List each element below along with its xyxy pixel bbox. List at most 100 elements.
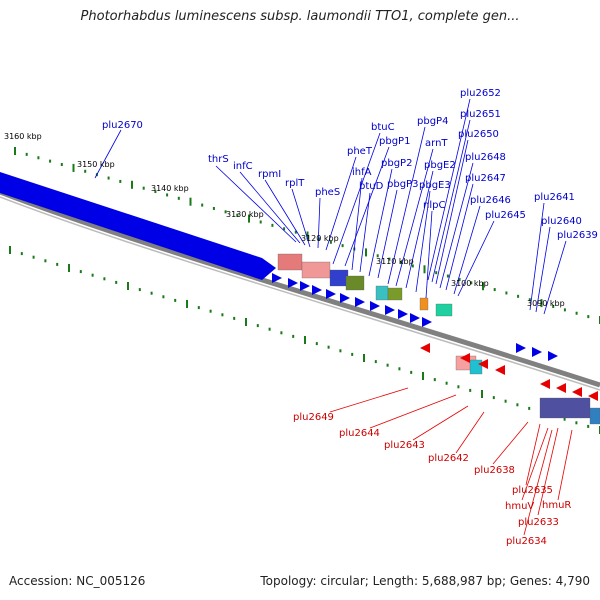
- reverse-gene-arrow: [572, 387, 582, 397]
- gene-label-plu2650[interactable]: plu2650: [458, 129, 499, 140]
- gene-label-thrS[interactable]: thrS: [208, 154, 229, 165]
- gene-label-plu2643[interactable]: plu2643: [384, 440, 425, 451]
- gene-label-pbgP1[interactable]: pbgP1: [379, 136, 410, 147]
- leader-line-forward: [291, 188, 311, 248]
- scale-tick: [115, 280, 118, 284]
- scale-tick: [197, 306, 200, 310]
- scale-tick: [186, 300, 188, 308]
- scale-label: 3160 kbp: [4, 132, 42, 141]
- scale-ticks: [9, 147, 600, 434]
- scale-label: 3150 kbp: [77, 160, 115, 169]
- gene-label-btuC[interactable]: btuC: [371, 122, 395, 133]
- gene-label-pbgP2[interactable]: pbgP2: [381, 158, 412, 169]
- gene-label-btuD[interactable]: btuD: [359, 181, 384, 192]
- leader-line-reverse: [521, 427, 549, 501]
- scale-tick: [14, 147, 16, 155]
- scale-tick: [315, 342, 318, 346]
- scale-tick: [482, 282, 484, 291]
- scale-tick: [318, 237, 321, 241]
- scale-label: 3130 kbp: [226, 210, 264, 219]
- gene-label-plu2634[interactable]: plu2634: [506, 536, 547, 547]
- gene-label-plu2670[interactable]: plu2670: [102, 120, 143, 131]
- gene-label-nlpC[interactable]: nlpC: [423, 200, 445, 211]
- leader-line-forward: [435, 139, 469, 285]
- gene-label-pheS[interactable]: pheS: [315, 187, 340, 198]
- gene-label-plu2646[interactable]: plu2646: [470, 195, 511, 206]
- scale-tick: [119, 179, 122, 183]
- scale-tick: [327, 345, 330, 349]
- leader-line-reverse: [369, 394, 457, 429]
- scale-label: 3140 kbp: [151, 184, 189, 193]
- scale-tick: [9, 246, 11, 254]
- gene-label-pbgE2[interactable]: pbgE2: [424, 160, 456, 171]
- scale-tick: [154, 190, 157, 194]
- scale-tick: [575, 421, 578, 425]
- leader-line-forward: [529, 202, 545, 311]
- leader-line-forward: [431, 119, 471, 283]
- gene-label-plu2639[interactable]: plu2639: [557, 230, 598, 241]
- genome-backbone: [0, 189, 600, 391]
- gene-label-pbgP4[interactable]: pbgP4: [417, 116, 448, 127]
- scale-tick: [504, 399, 507, 403]
- leader-line-reverse: [523, 429, 553, 536]
- scale-tick: [256, 324, 259, 328]
- scale-tick: [150, 291, 153, 295]
- scale-tick: [575, 311, 578, 315]
- scale-tick: [268, 327, 271, 331]
- scale-tick: [138, 288, 141, 292]
- scale-tick: [388, 257, 391, 261]
- gene-label-plu2648[interactable]: plu2648: [465, 152, 506, 163]
- scale-tick: [233, 316, 236, 320]
- scale-tick: [245, 318, 247, 326]
- scale-tick: [107, 176, 110, 180]
- gene-label-plu2635[interactable]: plu2635: [512, 485, 553, 496]
- reverse-gene-arrow: [540, 379, 550, 389]
- gene-label-plu2645[interactable]: plu2645: [485, 210, 526, 221]
- gene-label-rpmI[interactable]: rpmI: [258, 169, 281, 180]
- accession-text: Accession: NC_005126: [9, 574, 146, 588]
- leader-line-forward: [359, 192, 371, 273]
- gene-label-hmuV[interactable]: hmuV: [505, 501, 534, 512]
- gene-label-pbgE3[interactable]: pbgE3: [419, 180, 451, 191]
- gene-label-plu2633[interactable]: plu2633: [518, 517, 559, 528]
- scale-tick: [20, 252, 23, 256]
- scale-tick: [131, 180, 133, 189]
- scale-tick: [49, 159, 52, 163]
- gene-label-plu2649[interactable]: plu2649: [293, 412, 334, 423]
- reverse-gene-arrow: [420, 343, 430, 353]
- scale-tick: [587, 315, 590, 319]
- scale-tick: [410, 370, 413, 374]
- scale-label: 3090 kbp: [527, 299, 565, 308]
- gene-label-plu2647[interactable]: plu2647: [465, 173, 506, 184]
- gene-label-plu2641[interactable]: plu2641: [534, 192, 575, 203]
- gene-label-pheT[interactable]: pheT: [347, 146, 373, 157]
- gene-label-plu2644[interactable]: plu2644: [339, 428, 380, 439]
- scale-tick: [469, 388, 472, 392]
- gene-label-arnT[interactable]: arnT: [425, 138, 448, 149]
- forward-gene-arrow: [288, 278, 298, 288]
- gene-label-plu2652[interactable]: plu2652: [460, 88, 501, 99]
- gene-block: [589, 407, 600, 425]
- gene-label-plu2642[interactable]: plu2642: [428, 453, 469, 464]
- gene-label-plu2651[interactable]: plu2651: [460, 109, 501, 120]
- forward-gene-large: [0, 172, 276, 280]
- scale-tick: [433, 378, 436, 382]
- gene-label-hmuR[interactable]: hmuR: [542, 500, 571, 511]
- leader-line-forward: [415, 190, 431, 293]
- gene-label-infC[interactable]: infC: [233, 161, 253, 172]
- scale-tick: [492, 396, 495, 400]
- scale-tick: [283, 227, 286, 231]
- forward-gene-arrow: [532, 347, 542, 357]
- gene-block: [469, 359, 483, 375]
- scale-tick: [365, 248, 367, 257]
- scale-tick: [91, 273, 94, 277]
- scale-tick: [411, 264, 414, 268]
- gene-label-rplT[interactable]: rplT: [285, 178, 305, 189]
- gene-label-ihfA[interactable]: ihfA: [352, 167, 372, 178]
- scale-tick: [25, 152, 28, 156]
- gene-label-plu2640[interactable]: plu2640: [541, 216, 582, 227]
- gene-label-plu2638[interactable]: plu2638: [474, 465, 515, 476]
- leader-line-reverse: [557, 429, 573, 501]
- gene-label-pbgP3[interactable]: pbgP3: [387, 179, 418, 190]
- scale-tick: [248, 214, 250, 223]
